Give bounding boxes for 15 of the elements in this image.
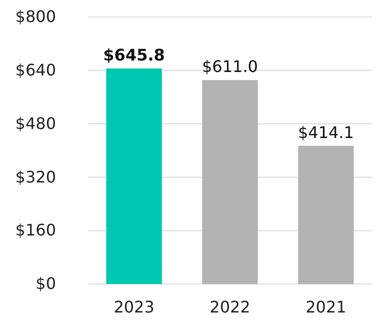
y-tick-label: $800	[15, 7, 56, 26]
y-tick-label: $0	[36, 274, 56, 294]
x-tick-label: 2023	[114, 297, 154, 316]
bar	[106, 68, 162, 284]
y-tick-label: $160	[15, 220, 56, 240]
y-tick-label: $320	[15, 167, 56, 186]
data-label: $611.0	[202, 57, 258, 76]
x-tick-label: 2021	[306, 297, 346, 316]
bar	[202, 80, 258, 284]
data-label: $414.1	[298, 122, 354, 142]
data-label: $645.8	[103, 45, 165, 64]
x-tick-label: 2022	[210, 297, 250, 316]
bar	[298, 146, 354, 284]
y-tick-label: $640	[15, 60, 56, 80]
y-tick-label: $480	[15, 114, 56, 133]
